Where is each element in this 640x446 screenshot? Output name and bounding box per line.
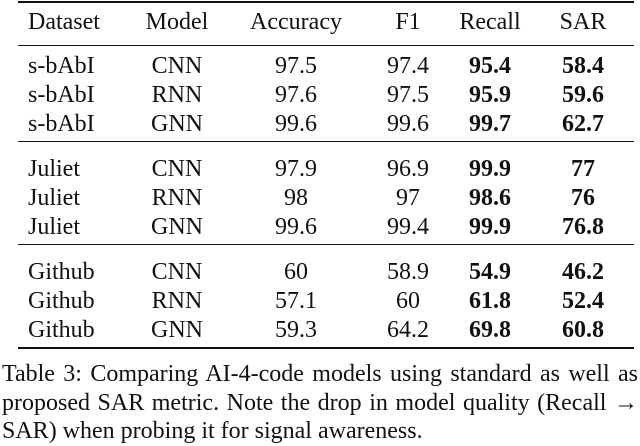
- table-cell: s-bAbI: [28, 82, 95, 108]
- table-cell: 99.7: [469, 111, 511, 137]
- table-cell: RNN: [151, 288, 203, 314]
- table-cell: GNN: [151, 214, 203, 240]
- table-cell: CNN: [151, 156, 203, 182]
- table-cell: 59.3: [275, 317, 317, 343]
- table-cell: 99.6: [275, 214, 317, 240]
- group-rule: [18, 141, 634, 142]
- table-cell: 62.7: [562, 111, 604, 137]
- table-cell: 96.9: [387, 156, 429, 182]
- table-cell: Github: [28, 288, 95, 314]
- table-cell: 98: [284, 185, 308, 211]
- top-rule: [18, 1, 634, 3]
- table-cell: 60: [284, 259, 308, 285]
- table-cell: 77: [571, 156, 595, 182]
- column-header: F1: [395, 9, 421, 35]
- table-cell: Juliet: [28, 214, 80, 240]
- table-cell: 64.2: [387, 317, 429, 343]
- table-cell: RNN: [151, 185, 203, 211]
- table-cell: Github: [28, 317, 95, 343]
- column-header: Model: [145, 9, 209, 35]
- table-cell: s-bAbI: [28, 53, 95, 79]
- table-cell: 97.9: [275, 156, 317, 182]
- table-cell: 97.5: [275, 53, 317, 79]
- header-rule: [18, 45, 634, 46]
- table-cell: 99.9: [469, 214, 511, 240]
- table-cell: 95.9: [469, 82, 511, 108]
- table-cell: 99.4: [387, 214, 429, 240]
- group-rule: [18, 244, 634, 245]
- table-cell: 97: [396, 185, 420, 211]
- table-cell: 46.2: [562, 259, 604, 285]
- table-cell: 97.6: [275, 82, 317, 108]
- column-header: SAR: [559, 9, 607, 35]
- table-cell: Github: [28, 259, 95, 285]
- table-cell: 52.4: [562, 288, 604, 314]
- table-cell: CNN: [151, 53, 203, 79]
- table-cell: 99.6: [387, 111, 429, 137]
- table-cell: 54.9: [469, 259, 511, 285]
- table-cell: 59.6: [562, 82, 604, 108]
- table-cell: 60: [396, 288, 420, 314]
- caption: Table 3: Comparing AI-4-code models usin…: [2, 361, 638, 444]
- table-cell: 58.9: [387, 259, 429, 285]
- table-cell: 57.1: [275, 288, 317, 314]
- table-cell: Juliet: [28, 156, 80, 182]
- bottom-rule: [18, 347, 634, 349]
- table-cell: 60.8: [562, 317, 604, 343]
- table-cell: 61.8: [469, 288, 511, 314]
- table-cell: 99.6: [275, 111, 317, 137]
- table-cell: 98.6: [469, 185, 511, 211]
- table-cell: 76: [571, 185, 595, 211]
- table-cell: 99.9: [469, 156, 511, 182]
- table-cell: 58.4: [562, 53, 604, 79]
- table-cell: GNN: [151, 317, 203, 343]
- table-cell: 76.8: [562, 214, 604, 240]
- column-header: Recall: [459, 9, 521, 35]
- column-header: Accuracy: [250, 9, 342, 35]
- table-cell: 95.4: [469, 53, 511, 79]
- column-header: Dataset: [28, 9, 100, 35]
- table-cell: RNN: [151, 82, 203, 108]
- table-cell: s-bAbI: [28, 111, 95, 137]
- table-cell: GNN: [151, 111, 203, 137]
- table-cell: Juliet: [28, 185, 80, 211]
- table-cell: 69.8: [469, 317, 511, 343]
- table-cell: 97.5: [387, 82, 429, 108]
- table-cell: 97.4: [387, 53, 429, 79]
- table-cell: CNN: [151, 259, 203, 285]
